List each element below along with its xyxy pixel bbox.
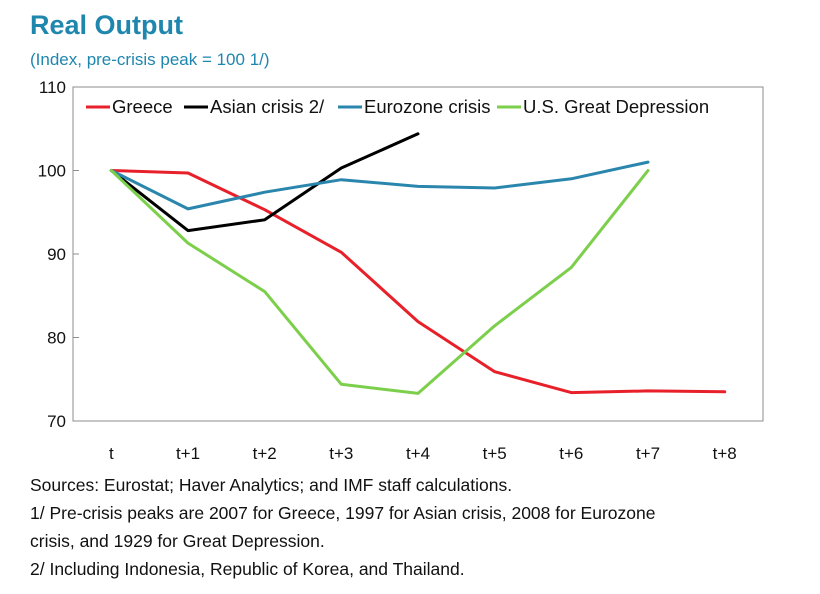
chart-notes: Sources: Eurostat; Haver Analytics; and … (30, 471, 790, 583)
x-tick-label: t+1 (176, 444, 200, 463)
x-tick-label: t+7 (636, 444, 660, 463)
chart-title: Real Output (30, 10, 183, 40)
footnote-2: 2/ Including Indonesia, Republic of Kore… (30, 559, 465, 579)
series-line-asian-crisis-2 (109, 132, 420, 233)
plot-frame (72, 86, 764, 422)
series-line-eurozone-crisis (109, 160, 650, 211)
y-tick-label: 110 (39, 78, 66, 97)
x-tick-label: t+8 (713, 444, 737, 463)
series-line-u-s-great-depression (109, 169, 650, 395)
source-note: Sources: Eurostat; Haver Analytics; and … (30, 475, 513, 495)
x-tick-label: t+2 (253, 444, 277, 463)
legend-label-eurozone-crisis: Eurozone crisis (364, 96, 490, 117)
legend-label-asian-crisis-2: Asian crisis 2/ (210, 96, 325, 117)
x-tick-label: t+4 (406, 444, 430, 463)
x-tick-label: t+5 (483, 444, 507, 463)
legend-label-u-s-great-depression: U.S. Great Depression (523, 96, 709, 117)
x-tick-label: t+6 (559, 444, 583, 463)
y-tick-label: 100 (38, 162, 66, 181)
legend-label-greece: Greece (112, 96, 173, 117)
y-tick-label: 90 (47, 245, 66, 264)
chart-subtitle: (Index, pre-crisis peak = 100 1/) (30, 50, 270, 69)
footnote-1: 1/ Pre-crisis peaks are 2007 for Greece,… (30, 503, 656, 523)
y-tick-label: 80 (47, 329, 66, 348)
y-tick-label: 70 (47, 412, 66, 431)
x-tick-label: t+3 (329, 444, 353, 463)
series-line-greece (109, 169, 727, 395)
x-tick-label: t (109, 444, 114, 463)
footnote-1-cont: crisis, and 1929 for Great Depression. (30, 531, 325, 551)
